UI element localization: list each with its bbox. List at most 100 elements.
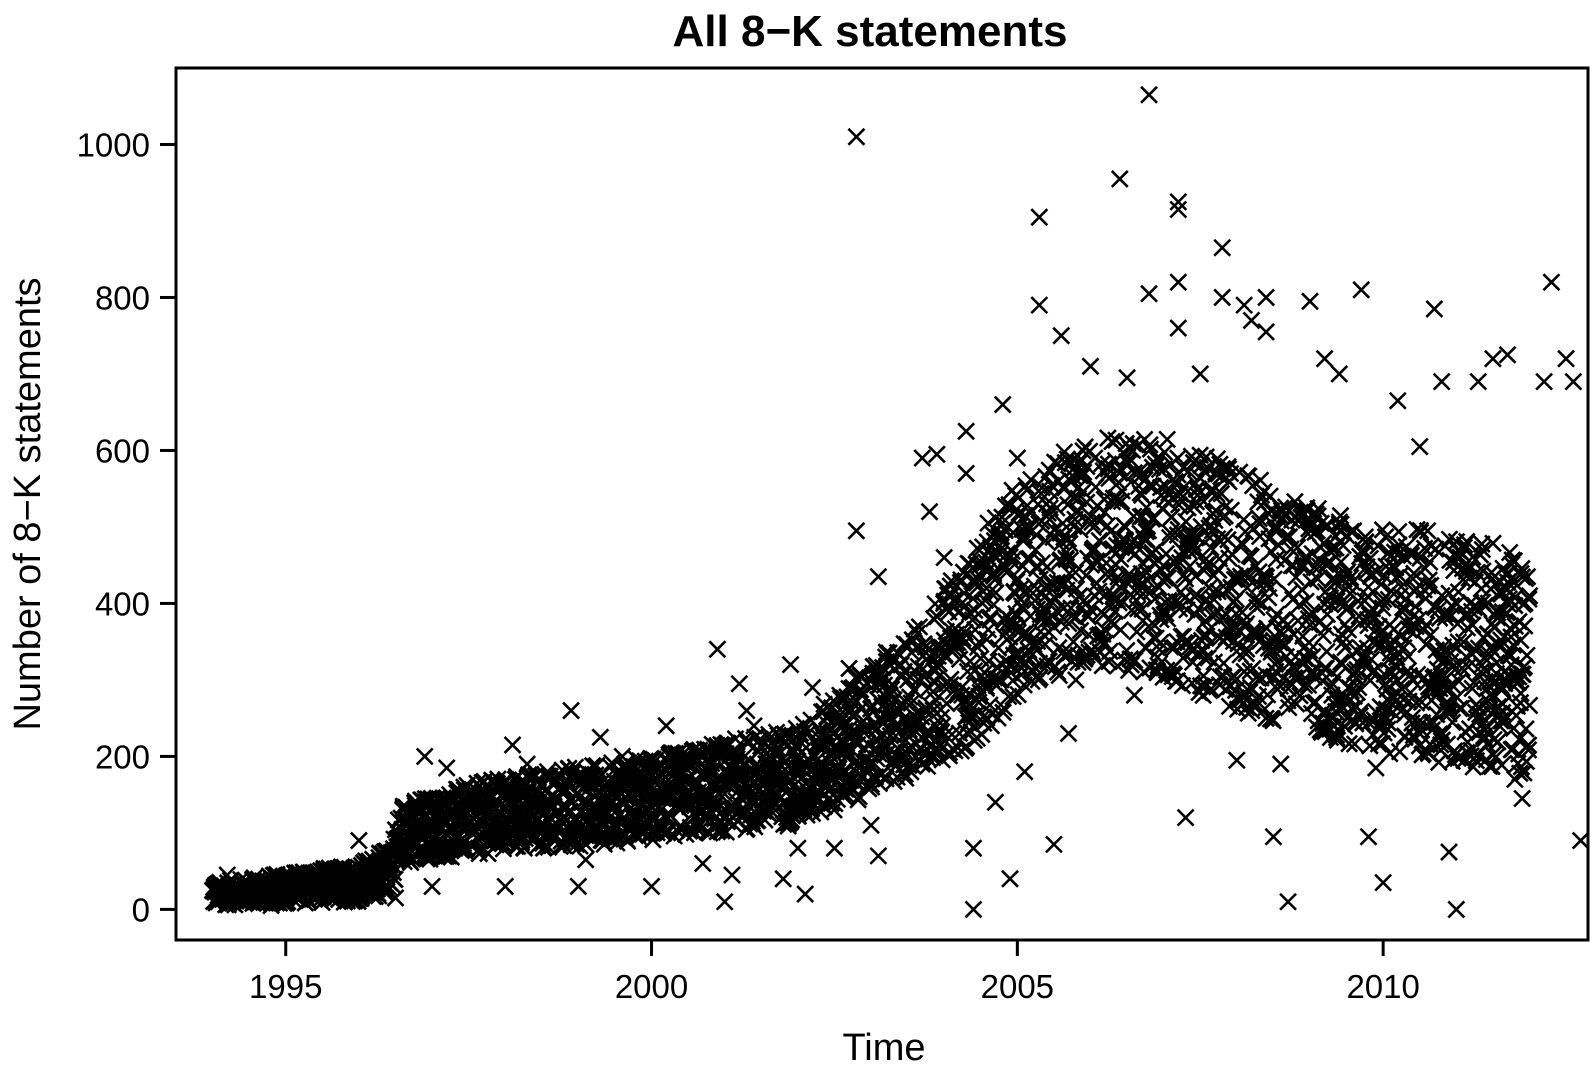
data-point bbox=[986, 793, 1005, 812]
y-axis-label: Number of 8−K statements bbox=[7, 277, 49, 730]
data-point bbox=[1251, 471, 1270, 490]
data-point bbox=[708, 640, 727, 659]
data-point bbox=[1410, 437, 1429, 456]
data-point bbox=[1176, 808, 1195, 827]
data-point bbox=[1125, 686, 1144, 705]
data-point bbox=[1213, 238, 1232, 257]
x-axis: 1995 2000 2005 2010 bbox=[249, 940, 1420, 1005]
data-point bbox=[1513, 789, 1532, 808]
data-point bbox=[1191, 365, 1210, 383]
data-point bbox=[1557, 349, 1575, 368]
data-point bbox=[1169, 319, 1188, 337]
data-point bbox=[964, 900, 983, 919]
data-point bbox=[1336, 638, 1354, 657]
data-point bbox=[1015, 762, 1034, 781]
data-point bbox=[926, 690, 945, 709]
data-point bbox=[1052, 326, 1071, 345]
data-point bbox=[1447, 900, 1466, 919]
data-point bbox=[1242, 311, 1261, 330]
data-point bbox=[981, 608, 1000, 627]
data-point bbox=[1030, 296, 1049, 315]
y-tick-label: 1000 bbox=[77, 126, 150, 163]
x-tick-label: 2000 bbox=[615, 968, 688, 1005]
data-point bbox=[943, 725, 961, 744]
data-point bbox=[1066, 671, 1085, 689]
data-point bbox=[1279, 892, 1297, 911]
data-point bbox=[1140, 284, 1158, 303]
data-point bbox=[1317, 659, 1336, 678]
data-point bbox=[927, 445, 946, 464]
data-point bbox=[1515, 617, 1534, 635]
data-point bbox=[1008, 449, 1027, 468]
data-point bbox=[1469, 372, 1488, 391]
data-point bbox=[1169, 273, 1188, 292]
data-point bbox=[862, 816, 880, 835]
data-point bbox=[1271, 755, 1290, 773]
data-point bbox=[1315, 349, 1334, 368]
data-point bbox=[587, 756, 606, 775]
data-point bbox=[1110, 169, 1129, 188]
data-point bbox=[882, 680, 901, 699]
data-point bbox=[1389, 522, 1408, 541]
data-point bbox=[1264, 827, 1283, 846]
data-point bbox=[1116, 518, 1135, 537]
data-point bbox=[1374, 873, 1393, 892]
data-point bbox=[562, 701, 580, 720]
data-point bbox=[1101, 642, 1119, 661]
data-point bbox=[825, 839, 844, 858]
data-point bbox=[964, 839, 983, 858]
data-point bbox=[1432, 372, 1451, 391]
data-point bbox=[730, 674, 749, 693]
data-point bbox=[957, 422, 976, 441]
data-point bbox=[1213, 288, 1232, 307]
data-point bbox=[1118, 368, 1137, 387]
data-point bbox=[1227, 751, 1246, 770]
data-point bbox=[920, 647, 939, 666]
plot-frame bbox=[174, 66, 1590, 942]
y-tick-label: 400 bbox=[95, 585, 150, 622]
data-point bbox=[1257, 322, 1276, 341]
data-point bbox=[1235, 296, 1254, 315]
data-point bbox=[1257, 288, 1276, 307]
data-point bbox=[981, 611, 1000, 629]
data-point bbox=[1222, 501, 1241, 520]
data-point bbox=[1483, 349, 1502, 368]
data-point bbox=[918, 757, 937, 776]
chart-title: All 8−K statements bbox=[673, 7, 1068, 56]
data-point bbox=[1542, 273, 1561, 292]
data-point bbox=[1074, 482, 1093, 501]
data-point bbox=[1111, 620, 1130, 639]
data-point bbox=[693, 854, 712, 873]
data-point bbox=[1098, 516, 1117, 535]
data-point bbox=[423, 877, 441, 896]
data-point bbox=[781, 655, 800, 674]
data-point bbox=[415, 747, 434, 766]
data-point bbox=[1169, 200, 1188, 219]
data-point bbox=[993, 395, 1012, 414]
y-tick-label: 600 bbox=[95, 432, 150, 469]
data-point bbox=[1081, 357, 1100, 376]
data-point bbox=[1390, 742, 1409, 761]
data-point bbox=[723, 866, 741, 884]
data-point bbox=[936, 725, 955, 744]
data-point bbox=[869, 567, 888, 586]
data-point bbox=[847, 127, 866, 146]
data-point bbox=[1492, 756, 1511, 774]
data-points bbox=[203, 85, 1590, 919]
data-point bbox=[591, 728, 610, 747]
data-point bbox=[913, 449, 932, 468]
data-point bbox=[1317, 642, 1336, 661]
data-point bbox=[1440, 843, 1458, 861]
y-tick-label: 200 bbox=[95, 738, 150, 775]
data-point bbox=[920, 502, 939, 521]
data-point bbox=[1140, 85, 1158, 104]
data-point bbox=[1388, 391, 1407, 410]
data-point bbox=[847, 521, 866, 540]
y-tick-label: 800 bbox=[95, 279, 150, 316]
x-axis-label: Time bbox=[842, 1027, 925, 1069]
data-point bbox=[1158, 430, 1177, 449]
data-point bbox=[1040, 461, 1059, 480]
data-point bbox=[910, 618, 929, 636]
data-point bbox=[957, 464, 976, 483]
data-point bbox=[1059, 724, 1078, 743]
